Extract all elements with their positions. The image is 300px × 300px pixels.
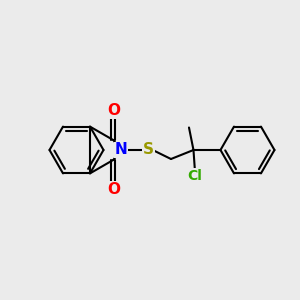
Text: Cl: Cl — [188, 169, 202, 183]
Text: S: S — [143, 142, 154, 158]
Text: O: O — [107, 103, 120, 118]
Text: O: O — [107, 182, 120, 196]
Text: N: N — [115, 142, 127, 158]
